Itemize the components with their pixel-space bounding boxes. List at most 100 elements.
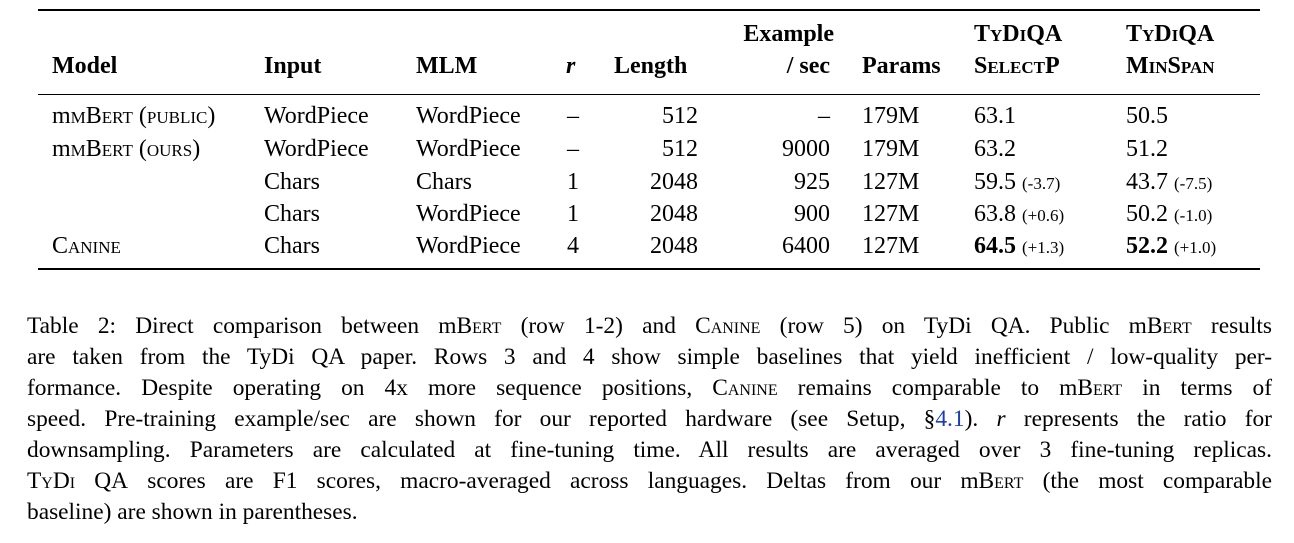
cell-minspan-delta: (-1.0)	[1174, 206, 1213, 225]
section-link[interactable]: 4.1	[935, 406, 965, 432]
cell-speed: 925	[794, 169, 830, 195]
cell-length: 512	[662, 103, 698, 129]
caption-line: baseline) are shown in parentheses.	[27, 499, 358, 525]
caption-text: (the most comparable	[1023, 468, 1273, 494]
cell-selectp-delta: (+0.6)	[1022, 206, 1065, 225]
cell-minspan-value: 50.5	[1126, 103, 1168, 129]
cell-params: 127M	[862, 169, 920, 195]
table-top-rule	[38, 9, 1260, 11]
cell-length: 2048	[650, 233, 698, 259]
cell-selectp-value: 59.5	[974, 169, 1016, 195]
cell-mlm: WordPiece	[416, 136, 521, 162]
caption-text: Bert	[978, 468, 1024, 494]
cell-r: –	[567, 136, 579, 162]
header-length: Length	[614, 53, 688, 79]
cell-minspan-value: 50.2	[1126, 201, 1168, 227]
caption-text: Canine	[695, 313, 761, 339]
cell-selectp: 63.8 (+0.6)	[974, 200, 1064, 230]
cell-selectp-value: 63.1	[974, 103, 1016, 129]
table-caption: Table 2: Direct comparison between mBert…	[27, 311, 1272, 528]
cell-input: WordPiece	[264, 103, 369, 129]
header-mlm: MLM	[416, 53, 478, 79]
header-tydiqa-minspan-top: TyDiQA	[1126, 21, 1215, 47]
caption-text: remains comparable to m	[777, 375, 1078, 401]
table-bottom-rule	[38, 268, 1260, 270]
cell-minspan: 52.2 (+1.0)	[1126, 232, 1216, 262]
caption-text: Bert	[1077, 375, 1123, 401]
caption-text: in terms of	[1122, 375, 1272, 401]
cell-minspan-delta: (-7.5)	[1174, 174, 1213, 193]
cell-minspan-value: 51.2	[1126, 136, 1168, 162]
caption-text: Bert	[1146, 313, 1192, 339]
cell-minspan-value: 52.2	[1126, 233, 1168, 259]
cell-length: 512	[662, 136, 698, 162]
cell-speed: 900	[794, 201, 830, 227]
caption-text: results	[1191, 313, 1272, 339]
cell-params: 127M	[862, 201, 920, 227]
cell-mlm: Chars	[416, 169, 472, 195]
header-tydiqa-minspan-bottom: MinSpan	[1126, 53, 1215, 79]
cell-input: Chars	[264, 169, 320, 195]
cell-speed: 9000	[782, 136, 830, 162]
cell-selectp: 63.1	[974, 102, 1016, 130]
caption-text: TyDi QA	[27, 468, 129, 494]
cell-minspan-value: 43.7	[1126, 169, 1168, 195]
caption-line: speed. Pre-training example/sec are show…	[27, 404, 1272, 435]
cell-selectp: 59.5 (-3.7)	[974, 168, 1060, 198]
cell-model-text: mBert (public)	[70, 103, 216, 129]
header-r: r	[566, 53, 576, 79]
caption-text: Table 2: Direct comparison between m	[27, 313, 457, 339]
caption-line: Table 2: Direct comparison between mBert…	[27, 311, 1272, 342]
cell-minspan: 51.2	[1126, 135, 1168, 163]
caption-line: TyDi QA scores are F1 scores, macro-aver…	[27, 466, 1272, 497]
caption-text: ).	[964, 406, 997, 432]
cell-minspan: 43.7 (-7.5)	[1126, 168, 1212, 198]
caption-text: Bert	[456, 313, 502, 339]
cell-mlm: WordPiece	[416, 233, 521, 259]
cell-minspan: 50.2 (-1.0)	[1126, 200, 1212, 230]
caption-text: scores are F1 scores, macro-averaged acr…	[128, 468, 979, 494]
cell-params: 127M	[862, 233, 920, 259]
cell-input: Chars	[264, 233, 320, 259]
cell-model: mmBert (public)	[52, 103, 216, 129]
cell-selectp: 64.5 (+1.3)	[974, 232, 1064, 262]
header-params: Params	[862, 53, 941, 79]
cell-params: 179M	[862, 136, 920, 162]
caption-line: downsampling. Parameters are calculated …	[27, 437, 1272, 463]
cell-r: 1	[567, 169, 579, 195]
cell-length: 2048	[650, 201, 698, 227]
cell-selectp-value: 63.2	[974, 136, 1016, 162]
cell-model: Canine	[52, 233, 121, 259]
cell-selectp-value: 64.5	[974, 233, 1016, 259]
cell-r: 4	[567, 233, 579, 259]
cell-minspan: 50.5	[1126, 102, 1168, 130]
caption-text: represents the ratio for	[1005, 406, 1272, 432]
cell-model: mmBert (ours)	[52, 136, 201, 162]
cell-speed: –	[818, 103, 830, 129]
caption-text: (row 1-2) and	[501, 313, 696, 339]
cell-selectp-value: 63.8	[974, 201, 1016, 227]
table-mid-rule	[38, 94, 1260, 95]
header-tydiqa-selectp-bottom: SelectP	[974, 53, 1060, 79]
cell-r: 1	[567, 201, 579, 227]
cell-selectp: 63.2	[974, 135, 1016, 163]
caption-text: speed. Pre-training example/sec are show…	[27, 406, 936, 432]
cell-mlm: WordPiece	[416, 201, 521, 227]
cell-length: 2048	[650, 169, 698, 195]
caption-text: (row 5) on TyDi QA. Public m	[760, 313, 1147, 339]
caption-text: formance. Despite operating on 4x more s…	[27, 375, 713, 401]
caption-text: Canine	[712, 375, 778, 401]
cell-model-text: mBert (ours)	[70, 136, 201, 162]
header-example-top: Example	[743, 21, 834, 47]
caption-line: are taken from the TyDi QA paper. Rows 3…	[27, 344, 1272, 370]
cell-selectp-delta: (-3.7)	[1022, 174, 1061, 193]
header-example-bottom: / sec	[786, 53, 830, 79]
cell-mlm: WordPiece	[416, 103, 521, 129]
header-model: Model	[52, 53, 118, 79]
caption-text: r	[996, 406, 1006, 432]
cell-selectp-delta: (+1.3)	[1022, 238, 1065, 257]
cell-r: –	[567, 103, 579, 129]
cell-speed: 6400	[782, 233, 830, 259]
caption-line: formance. Despite operating on 4x more s…	[27, 373, 1272, 404]
cell-input: WordPiece	[264, 136, 369, 162]
